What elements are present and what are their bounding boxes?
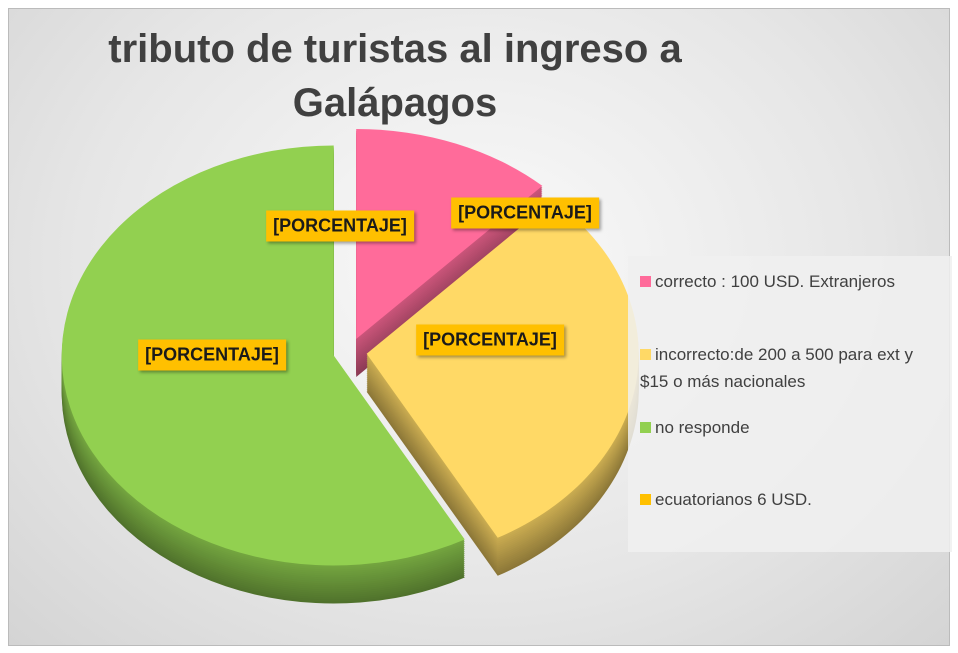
data-label: [PORCENTAJE] bbox=[138, 339, 286, 371]
legend-swatch bbox=[640, 276, 651, 287]
chart-title: tributo de turistas al ingreso a Galápag… bbox=[108, 27, 682, 125]
legend-label: no responde bbox=[655, 418, 750, 437]
slice bbox=[356, 128, 543, 339]
legend-swatch bbox=[640, 349, 651, 360]
slice bbox=[366, 200, 639, 538]
legend-label: incorrecto:de 200 a 500 para ext y $15 o… bbox=[640, 345, 913, 391]
data-label: [PORCENTAJE] bbox=[416, 324, 564, 356]
data-label: [PORCENTAJE] bbox=[451, 197, 599, 229]
legend-label: ecuatorianos 6 USD. bbox=[655, 490, 812, 509]
legend-item: correcto : 100 USD. Extranjeros bbox=[640, 268, 940, 295]
legend-swatch bbox=[640, 422, 651, 433]
legend-item: ecuatorianos 6 USD. bbox=[640, 486, 940, 513]
legend: correcto : 100 USD. Extranjeros incorrect… bbox=[628, 256, 952, 552]
legend-label: correcto : 100 USD. Extranjeros bbox=[655, 272, 895, 291]
legend-swatch bbox=[640, 494, 651, 505]
legend-item: no responde bbox=[640, 414, 940, 441]
legend-item: incorrecto:de 200 a 500 para ext y $15 o… bbox=[640, 341, 940, 395]
data-label: [PORCENTAJE] bbox=[266, 210, 414, 242]
